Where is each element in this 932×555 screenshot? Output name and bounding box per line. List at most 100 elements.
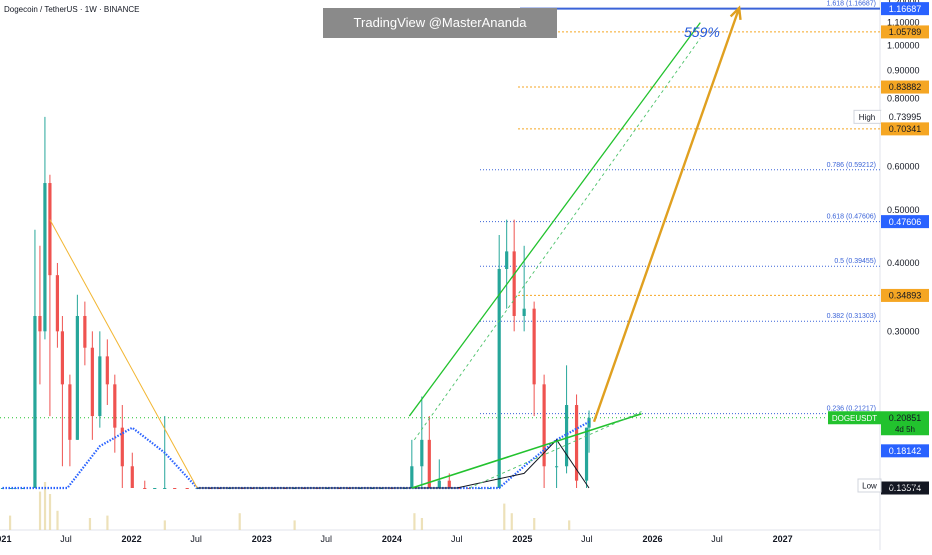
candle-body — [98, 356, 102, 417]
y-tick-label: 0.40000 — [887, 258, 920, 268]
symbol-tag-bg — [828, 411, 881, 425]
volume-bar — [568, 520, 571, 530]
price-tag: 0.70341 — [889, 124, 922, 134]
y-tick-label: 0.30000 — [887, 326, 920, 336]
gain-percent-label: 559% — [684, 24, 720, 40]
trend-up-dashed — [413, 38, 701, 441]
candle-body — [542, 384, 546, 467]
grid — [0, 0, 881, 550]
candle-body — [55, 275, 60, 332]
volume-bar — [510, 513, 513, 530]
volume-bar — [413, 513, 416, 530]
current-price-tag: 0.20851 — [889, 413, 922, 423]
x-tick-label: 2024 — [382, 534, 402, 544]
low-value: 0.00316 — [889, 481, 922, 491]
low-label-bg — [857, 478, 882, 493]
current-price-tag-bg — [881, 411, 929, 436]
moving-averages — [2, 420, 590, 490]
fib-level-label: 0.786 (0.59212) — [827, 162, 876, 169]
volume-bar — [48, 494, 52, 530]
candle-body — [554, 466, 559, 468]
candle-body — [38, 315, 42, 332]
ma-line — [197, 439, 590, 489]
price-tag: 0.47606 — [889, 217, 922, 227]
fib-level-label: 0.382 (0.31303) — [827, 313, 876, 320]
price-tag: 0.18142 — [889, 446, 922, 456]
x-tick-label: Jul — [451, 534, 463, 544]
price-tag-bg — [881, 25, 929, 39]
candle-body — [532, 308, 536, 385]
candle-body — [564, 405, 569, 467]
price-tag: 0.83882 — [889, 82, 922, 92]
price-tag: 0.13574 — [889, 483, 922, 493]
candle-body — [574, 405, 579, 481]
candle-body — [113, 384, 117, 428]
y-tick-label: 0.50000 — [887, 205, 920, 215]
axes: 1.200001.100001.000000.900000.800000.600… — [0, 0, 929, 544]
candle-body — [173, 488, 177, 489]
y-tick-label: 0.80000 — [887, 93, 920, 103]
x-tick-label: Jul — [581, 534, 593, 544]
volume-bar — [533, 518, 536, 530]
x-tick-label: Jul — [711, 534, 723, 544]
horizontal-levels: 1.618 (1.16687) 0.786 (0.59212) 0.618 (0.4… — [0, 1, 880, 419]
candle-body — [410, 466, 414, 488]
price-tag: 1.05789 — [889, 27, 922, 37]
volume-bar — [420, 518, 424, 530]
candle-body — [584, 427, 589, 481]
candle-body — [497, 268, 501, 488]
downtrend — [49, 219, 198, 489]
volume-bar — [88, 518, 92, 530]
price-tag: 0.73995 — [889, 112, 922, 122]
low-label: Low — [862, 482, 877, 491]
fib-level-label: 0.236 (0.21217) — [827, 406, 876, 413]
target-arrow — [592, 7, 741, 423]
drawings — [49, 5, 742, 489]
candle-body — [505, 251, 509, 269]
price-tag: 1.16687 — [889, 4, 922, 14]
volume-bar — [56, 510, 59, 530]
candle-body — [90, 347, 94, 417]
price-tag-bg — [881, 481, 929, 495]
x-tick-label: 2025 — [512, 534, 532, 544]
volume-bar — [293, 520, 296, 530]
fib-level-label: 0.618 (0.47606) — [827, 214, 876, 221]
candle-body — [75, 315, 79, 440]
candle-body — [163, 488, 167, 489]
candle-body — [512, 251, 516, 316]
candle-body — [120, 427, 124, 467]
volume-bar — [503, 503, 506, 530]
x-tick-label: 2027 — [773, 534, 793, 544]
y-tick-label: 0.60000 — [887, 162, 920, 172]
y-tick-label: 1.10000 — [887, 18, 920, 28]
y-tick-label: 1.00000 — [887, 40, 920, 50]
y-tick-label: 0.90000 — [887, 65, 920, 75]
candle-body — [185, 488, 189, 489]
x-tick-label: 2026 — [642, 534, 662, 544]
price-tag-bg — [881, 444, 929, 458]
candle-body — [143, 488, 147, 489]
volume-bar — [238, 513, 241, 530]
high-label: High — [859, 113, 875, 122]
volume-bar — [163, 520, 166, 530]
candle-body — [33, 315, 37, 488]
candle-body — [153, 488, 157, 489]
candle-body — [427, 439, 431, 488]
x-tick-label: Jul — [320, 534, 332, 544]
symbol-title: Dogecoin / TetherUS · 1W · BINANCE — [4, 5, 140, 14]
x-tick-label: 2021 — [0, 534, 11, 544]
trend-up-upper — [408, 22, 701, 417]
volume-bar — [43, 482, 47, 530]
price-tag-bg — [881, 215, 929, 229]
price-tag-bg — [881, 288, 929, 302]
support-dashed — [469, 411, 642, 489]
fib-level-label: 0.5 (0.39455) — [834, 258, 876, 265]
candle-body — [43, 183, 47, 332]
candle-body — [68, 384, 72, 440]
candle-body — [83, 315, 87, 348]
volume-bar — [8, 515, 12, 530]
volume-bar — [38, 491, 42, 530]
volume-bars — [8, 482, 571, 530]
